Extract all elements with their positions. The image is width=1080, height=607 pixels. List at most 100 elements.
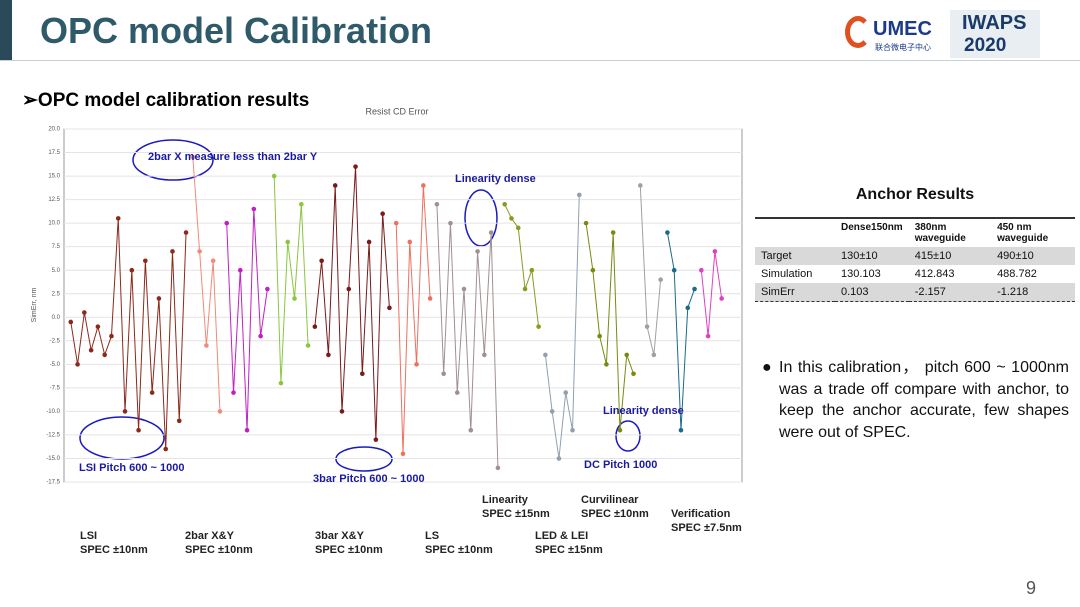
data-point xyxy=(678,427,684,433)
data-point xyxy=(617,427,623,433)
data-point xyxy=(719,296,724,301)
group-spec: SPEC ±15nm xyxy=(482,508,550,520)
group-spec: SPEC ±7.5nm xyxy=(671,522,742,534)
data-point xyxy=(488,230,494,235)
y-tick-label: 5.0 xyxy=(52,268,61,274)
callout-ellipse xyxy=(79,416,165,460)
group-name: LSI xyxy=(80,530,98,542)
data-point xyxy=(699,267,704,273)
table-cell: 412.843 xyxy=(914,268,955,280)
data-point xyxy=(461,286,467,292)
umec-icon xyxy=(845,16,871,48)
annotation: LSI Pitch 600 ~ 1000 xyxy=(79,462,184,474)
data-point xyxy=(583,220,589,226)
callout-ellipse xyxy=(132,139,214,181)
annotation: Linearity dense xyxy=(455,173,536,185)
data-point xyxy=(292,296,297,301)
annotation: DC Pitch 1000 xyxy=(584,459,657,471)
series-line xyxy=(436,204,499,468)
data-point xyxy=(122,409,128,414)
y-tick-label: -7.5 xyxy=(50,385,61,391)
data-point xyxy=(115,216,121,221)
data-point xyxy=(549,409,555,414)
data-point xyxy=(454,390,460,395)
iwaps-logo: IWAPS 2020 xyxy=(950,10,1040,58)
data-point xyxy=(258,333,263,339)
data-point xyxy=(156,296,162,301)
table-row: SimErr 0.103 -2.157 -1.218 xyxy=(755,283,1075,302)
data-point xyxy=(671,267,677,273)
y-tick-label: 15.0 xyxy=(48,174,60,180)
data-point xyxy=(210,258,216,264)
data-point xyxy=(482,352,487,358)
header-cell: 450 nm waveguide xyxy=(997,222,1049,244)
bullet-text: In this calibration， pitch 600 ~ 1000nm … xyxy=(779,359,1069,441)
data-point xyxy=(495,465,501,471)
table-cell: Simulation xyxy=(761,268,813,280)
group-name: 3bar X&Y xyxy=(315,530,364,542)
data-point xyxy=(82,310,87,315)
umec-logo: UMEC 联合微电子中心 xyxy=(845,12,940,56)
header-cell xyxy=(755,218,835,247)
data-point xyxy=(556,456,562,461)
umec-text: UMEC xyxy=(873,18,932,40)
data-point xyxy=(434,202,440,207)
data-point xyxy=(644,324,650,329)
group-spec: SPEC ±10nm xyxy=(315,544,383,556)
header-cell: 380nm waveguide xyxy=(914,222,966,244)
data-point xyxy=(109,333,114,339)
annotation: 2bar X measure less than 2bar Y xyxy=(148,151,318,163)
data-point xyxy=(299,202,304,207)
data-point xyxy=(590,267,596,273)
data-point xyxy=(631,371,636,377)
y-tick-label: 20.0 xyxy=(48,127,60,133)
data-point xyxy=(658,277,663,282)
data-point xyxy=(339,409,345,414)
y-tick-label: 17.5 xyxy=(48,150,60,156)
data-point xyxy=(665,230,670,235)
data-point xyxy=(251,206,257,212)
table-cell: 130.103 xyxy=(841,268,881,280)
data-point xyxy=(271,173,277,179)
table-wrap: Dense150nm 380nm waveguide 450 nm waveguid… xyxy=(755,217,1075,302)
data-point xyxy=(475,249,480,254)
table-cell: Target xyxy=(761,250,792,262)
data-point xyxy=(380,211,385,217)
group-name: LED & LEI xyxy=(535,530,589,542)
slide-title: OPC model Calibration xyxy=(40,10,433,51)
data-point xyxy=(312,324,318,329)
data-point xyxy=(705,333,711,339)
iwaps-text: IWAPS xyxy=(962,12,1027,34)
data-point xyxy=(217,409,223,414)
series-line xyxy=(70,218,187,450)
data-point xyxy=(197,249,202,254)
data-point xyxy=(468,427,474,433)
data-point xyxy=(651,352,657,358)
data-point xyxy=(319,258,324,264)
table-cell: 488.782 xyxy=(997,268,1037,280)
chart-title: Resist CD Error xyxy=(365,106,428,116)
table-title: Anchor Results xyxy=(855,186,975,203)
data-point xyxy=(712,249,718,254)
data-point xyxy=(170,249,175,254)
data-point xyxy=(529,267,535,273)
data-point xyxy=(183,230,189,235)
annotation: 3bar Pitch 600 ~ 1000 xyxy=(313,473,425,485)
chart: Resist CD Error SimErr, nm -17.5 -15.0 -12… xyxy=(31,106,743,486)
data-point xyxy=(448,220,453,226)
data-point xyxy=(163,446,168,452)
y-tick-label: 0.0 xyxy=(52,315,61,321)
data-point xyxy=(400,451,406,457)
data-point xyxy=(353,164,358,169)
series-line xyxy=(585,223,634,431)
data-point xyxy=(224,220,230,226)
table-cell: 415±10 xyxy=(914,250,952,262)
series-line xyxy=(273,176,309,384)
data-point xyxy=(387,305,392,311)
annotation: Linearity dense xyxy=(603,405,684,417)
series-line xyxy=(395,185,431,454)
callout-ellipse xyxy=(335,446,393,472)
header-cell: Dense150nm xyxy=(841,222,903,233)
table-row: Simulation 130.103 412.843 488.782 xyxy=(755,265,1075,283)
group-spec: SPEC ±10nm xyxy=(581,508,649,520)
